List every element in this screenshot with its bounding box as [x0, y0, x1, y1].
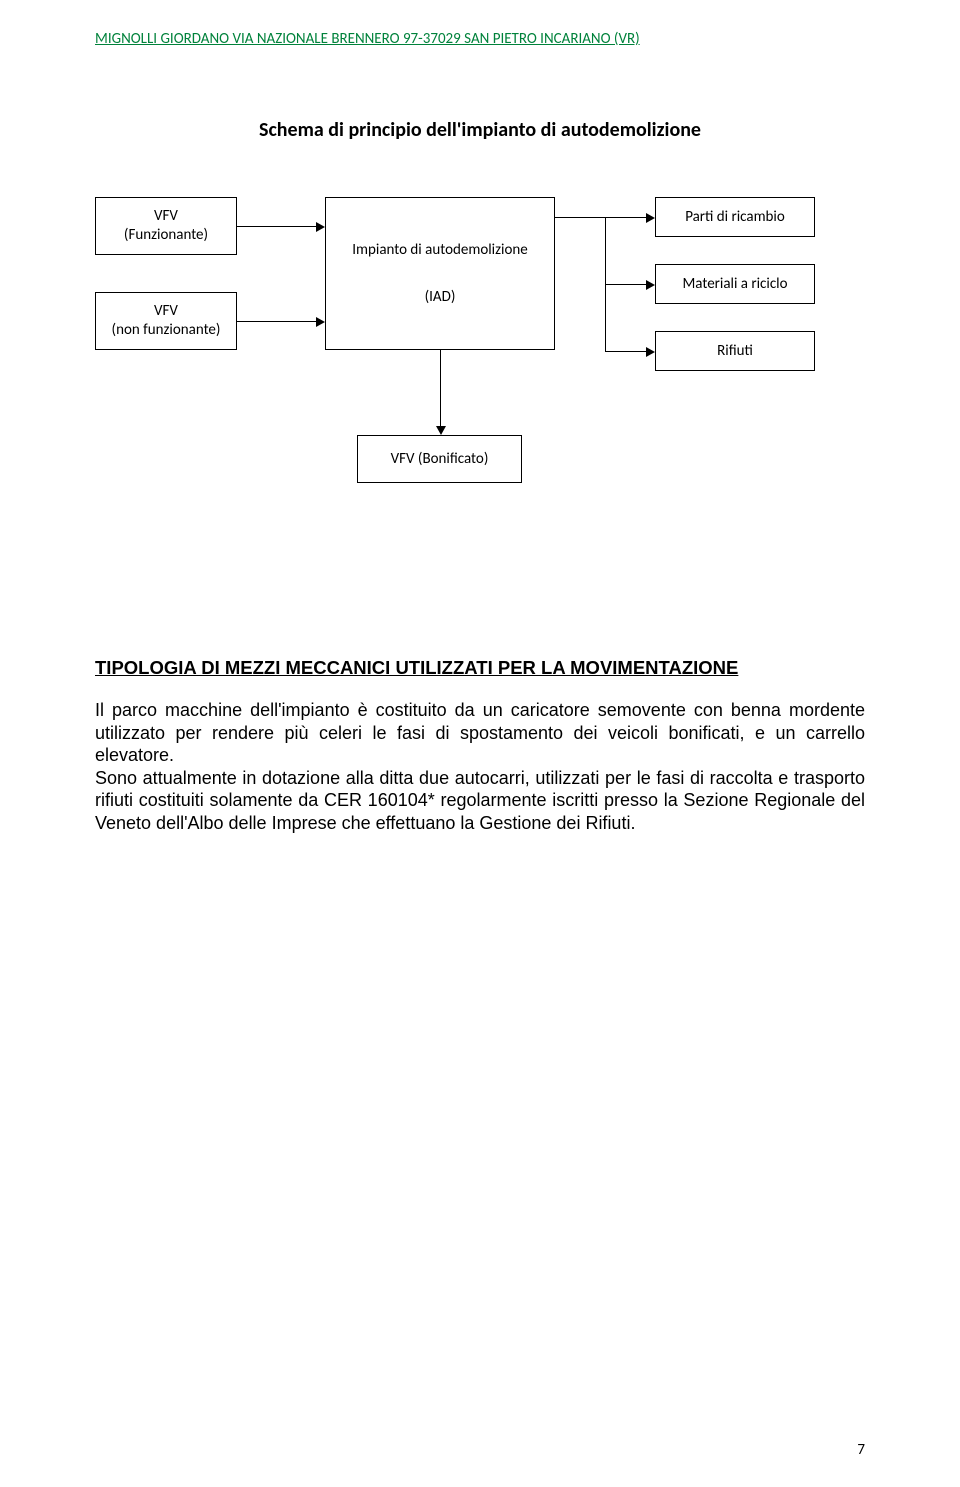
page-number: 7 — [857, 1441, 865, 1459]
node-vfv-funzionante: VFV (Funzionante) — [95, 197, 237, 255]
edge-line — [237, 321, 316, 322]
page-header: MIGNOLLI GIORDANO VIA NAZIONALE BRENNERO… — [95, 30, 865, 48]
arrow-right-icon — [646, 347, 655, 357]
edge-line — [440, 350, 441, 426]
edge-line — [605, 217, 646, 218]
node-sublabel: (non funzionante) — [112, 321, 221, 339]
edge-line — [237, 226, 316, 227]
node-vfv-bonificato: VFV (Bonificato) — [357, 435, 522, 483]
arrow-right-icon — [316, 222, 325, 232]
node-label: VFV — [154, 302, 178, 320]
node-parti-ricambio: Parti di ricambio — [655, 197, 815, 237]
arrow-down-icon — [436, 426, 446, 435]
node-iad: Impianto di autodemolizione (IAD) — [325, 197, 555, 350]
arrow-right-icon — [646, 213, 655, 223]
body-paragraph: Sono attualmente in dotazione alla ditta… — [95, 767, 865, 835]
node-sublabel: (Funzionante) — [124, 226, 208, 244]
node-materiali-riciclo: Materiali a riciclo — [655, 264, 815, 304]
node-label: Materiali a riciclo — [682, 275, 787, 294]
section-heading: TIPOLOGIA DI MEZZI MECCANICI UTILIZZATI … — [95, 657, 865, 679]
flow-diagram: VFV (Funzionante) VFV (non funzionante) … — [95, 197, 865, 627]
node-rifiuti: Rifiuti — [655, 331, 815, 371]
node-label: Rifiuti — [717, 342, 753, 361]
node-iad-title: Impianto di autodemolizione — [352, 241, 528, 260]
page-title: Schema di principio dell'impianto di aut… — [95, 118, 865, 142]
edge-line — [555, 217, 605, 218]
node-label: VFV (Bonificato) — [391, 450, 489, 469]
body-paragraph: Il parco macchine dell'impianto è costit… — [95, 699, 865, 767]
arrow-right-icon — [316, 317, 325, 327]
node-iad-sub: (IAD) — [425, 288, 456, 307]
node-label: VFV — [154, 207, 178, 225]
edge-line — [605, 351, 646, 352]
node-label: Parti di ricambio — [685, 208, 785, 227]
edge-line — [605, 284, 646, 285]
node-vfv-non-funzionante: VFV (non funzionante) — [95, 292, 237, 350]
arrow-right-icon — [646, 280, 655, 290]
